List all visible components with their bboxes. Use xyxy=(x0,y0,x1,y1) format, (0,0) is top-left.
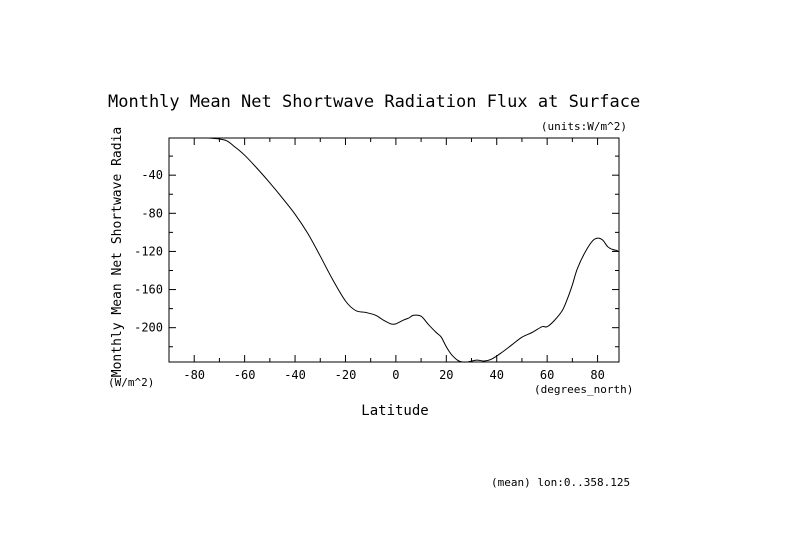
tick-marks xyxy=(168,138,619,362)
x-tick-label: -40 xyxy=(284,368,306,382)
chart-title: Monthly Mean Net Shortwave Radiation Flu… xyxy=(108,92,640,112)
y-tick-labels: -40 -80 -120 -160 -200 xyxy=(134,168,163,335)
y-tick-label: -80 xyxy=(141,206,163,220)
x-tick-label: 0 xyxy=(392,368,399,382)
x-tick-label: -80 xyxy=(183,368,205,382)
footnote: (mean) lon:0..358.125 xyxy=(491,476,630,489)
y-axis-label: Monthly Mean Net Shortwave Radia xyxy=(110,127,125,377)
y-tick-label: -160 xyxy=(134,283,163,297)
x-tick-label: 40 xyxy=(490,368,504,382)
x-axis-units: (degrees_north) xyxy=(534,383,633,396)
x-tick-labels: -80 -60 -40 -20 0 20 40 60 80 xyxy=(183,368,604,382)
y-tick-label: -200 xyxy=(134,321,163,335)
x-tick-label: 60 xyxy=(540,368,554,382)
y-tick-label: -40 xyxy=(141,168,163,182)
y-axis-units: (W/m^2) xyxy=(108,376,154,389)
plot-frame xyxy=(168,137,620,363)
units-label: (units:W/m^2) xyxy=(541,120,627,133)
x-tick-label: -60 xyxy=(234,368,256,382)
x-axis-label: Latitude xyxy=(361,403,428,419)
x-tick-label: 80 xyxy=(590,368,604,382)
data-line xyxy=(209,137,618,363)
y-tick-label: -120 xyxy=(134,244,163,258)
x-tick-label: -20 xyxy=(335,368,357,382)
x-tick-label: 20 xyxy=(439,368,453,382)
